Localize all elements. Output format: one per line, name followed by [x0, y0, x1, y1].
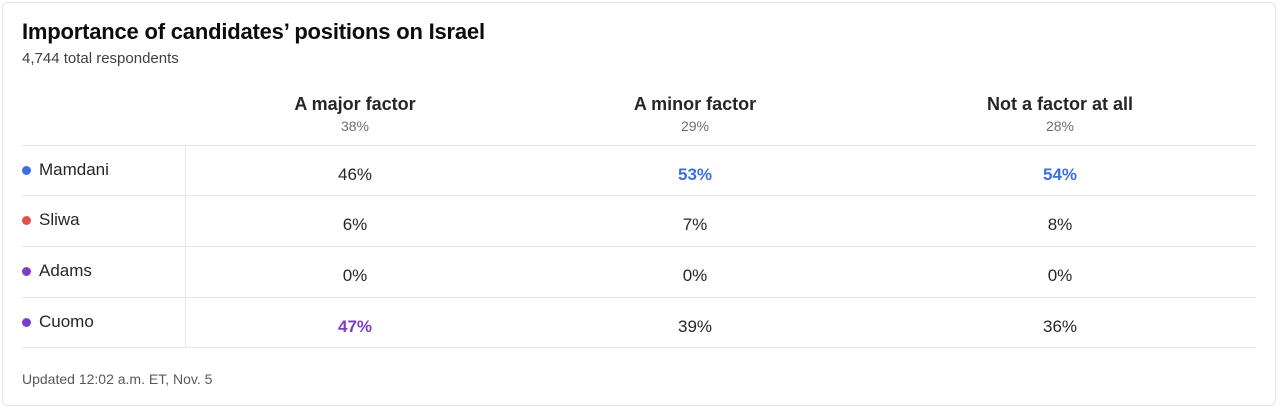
- row-divider: [22, 145, 1256, 146]
- result-cell: 36%: [1042, 317, 1078, 336]
- result-cell: 46%: [337, 165, 373, 184]
- respondent-count: 4,744 total respondents: [22, 50, 179, 67]
- candidate-name: Mamdani: [39, 160, 109, 179]
- column-label: A minor factor: [633, 94, 757, 114]
- column-share: 38%: [340, 118, 370, 134]
- candidate-label: Adams: [22, 261, 92, 281]
- row-divider: [22, 195, 1256, 196]
- label-column-divider: [185, 146, 186, 348]
- column-header-not-a-factor: Not a factor at all 28%: [910, 94, 1210, 134]
- result-cell: 0%: [342, 266, 368, 285]
- result-cell: 54%: [1042, 165, 1078, 184]
- row-divider: [22, 297, 1256, 298]
- result-cell: 8%: [1047, 215, 1073, 234]
- candidate-label: Sliwa: [22, 210, 80, 230]
- candidate-color-dot: [22, 215, 31, 225]
- column-header-major: A major factor 38%: [205, 94, 505, 134]
- result-cell: 0%: [682, 266, 708, 285]
- candidate-label: Mamdani: [22, 160, 109, 180]
- candidate-name: Sliwa: [39, 210, 80, 229]
- candidate-color-dot: [22, 266, 31, 276]
- result-cell: 7%: [682, 215, 708, 234]
- result-cell: 6%: [342, 215, 368, 234]
- candidate-color-dot: [22, 317, 31, 327]
- row-divider: [22, 246, 1256, 247]
- column-share: 28%: [1045, 118, 1075, 134]
- result-cell: 39%: [677, 317, 713, 336]
- row-divider: [22, 347, 1256, 348]
- column-label: A major factor: [294, 94, 416, 114]
- candidate-name: Cuomo: [39, 312, 94, 331]
- candidate-name: Adams: [39, 261, 92, 280]
- result-cell: 47%: [337, 317, 373, 336]
- chart-title: Importance of candidates’ positions on I…: [22, 19, 485, 44]
- result-cell: 53%: [677, 165, 713, 184]
- column-label: Not a factor at all: [986, 94, 1134, 114]
- column-header-minor: A minor factor 29%: [545, 94, 845, 134]
- column-share: 29%: [680, 118, 710, 134]
- candidate-label: Cuomo: [22, 312, 94, 332]
- result-cell: 0%: [1047, 266, 1073, 285]
- updated-timestamp: Updated 12:02 a.m. ET, Nov. 5: [22, 371, 213, 387]
- candidate-color-dot: [22, 165, 31, 175]
